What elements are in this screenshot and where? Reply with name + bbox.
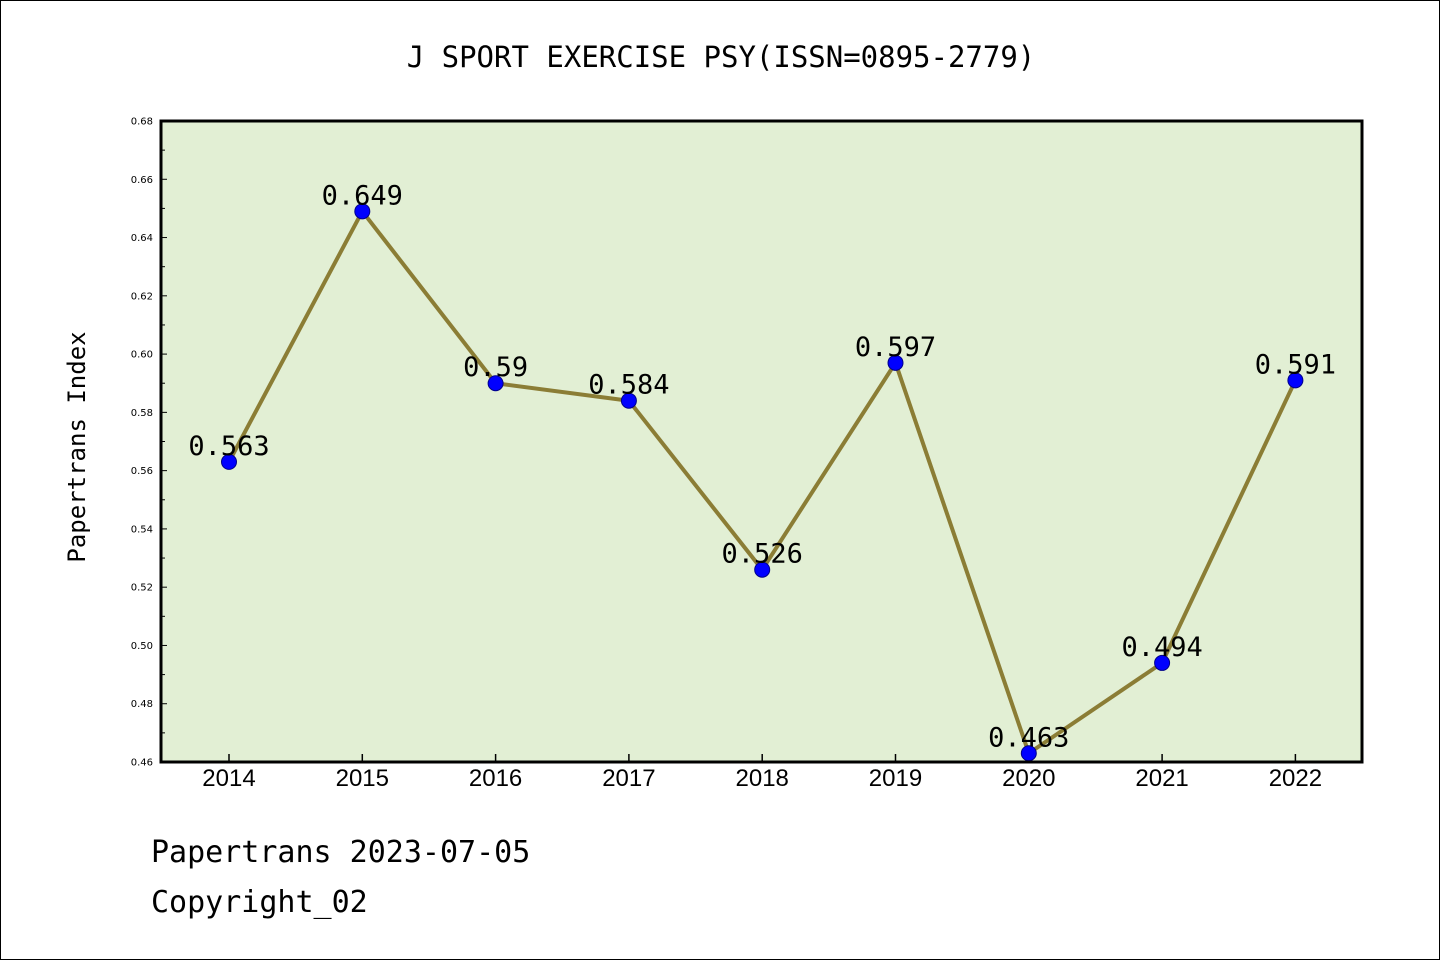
data-label: 0.59 (463, 352, 528, 383)
data-point (221, 453, 237, 470)
data-point (620, 392, 637, 409)
y-tick-label: 0.68 (131, 117, 153, 128)
chart-title: J SPORT EXERCISE PSY(ISSN=0895-2779) (407, 40, 1036, 74)
data-point (754, 561, 771, 578)
y-tick-label: 0.62 (131, 291, 153, 302)
x-tick-label: 2019 (869, 765, 922, 792)
data-label: 0.526 (722, 539, 803, 570)
footer-copyright-text: Copyright_02 (151, 885, 368, 920)
y-tick-label: 0.64 (131, 233, 153, 244)
y-tick-label: 0.52 (131, 583, 153, 594)
data-point (487, 375, 504, 392)
data-point (1154, 654, 1171, 671)
y-axis-label: Papertrans Index (63, 331, 91, 562)
x-tick-label: 2022 (1269, 765, 1322, 792)
y-tick-label: 0.58 (131, 408, 153, 419)
x-tick-label: 2020 (1002, 765, 1055, 792)
x-tick-label: 2016 (469, 765, 522, 792)
x-tick-label: 2017 (602, 765, 655, 792)
x-tick-label: 2014 (202, 765, 255, 792)
data-label: 0.584 (588, 370, 669, 401)
data-label: 0.463 (988, 722, 1069, 753)
x-tick-label: 2021 (1135, 765, 1188, 792)
data-label: 0.494 (1121, 632, 1202, 663)
x-tick-label: 2018 (736, 765, 789, 792)
y-tick-label: 0.54 (131, 524, 153, 535)
plot-area (161, 121, 1362, 762)
y-tick-label: 0.50 (131, 641, 153, 652)
data-label: 0.649 (322, 180, 403, 211)
x-tick-label: 2015 (336, 765, 389, 792)
y-tick-label: 0.66 (131, 175, 153, 186)
y-tick-label: 0.56 (131, 466, 153, 477)
data-point (887, 354, 904, 371)
data-point (1287, 372, 1304, 389)
data-point (354, 203, 371, 220)
data-label: 0.591 (1255, 349, 1336, 380)
data-label: 0.563 (188, 431, 269, 462)
y-tick-label: 0.46 (131, 758, 153, 769)
y-tick-label: 0.60 (131, 350, 153, 361)
y-tick-label: 0.48 (131, 699, 153, 710)
footer-date-text: Papertrans 2023-07-05 (151, 835, 531, 870)
data-label: 0.597 (855, 332, 936, 363)
plot-frame (159, 119, 1364, 764)
